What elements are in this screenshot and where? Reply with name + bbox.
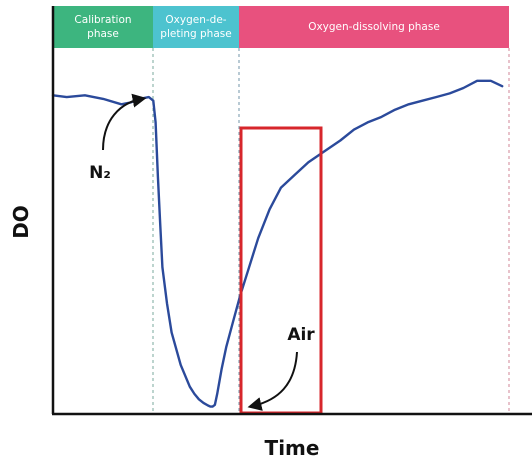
series-line-do [51, 79, 504, 408]
arrow-n2 [102, 93, 147, 151]
y-axis-label: DO [9, 205, 33, 239]
arrow-air [247, 351, 298, 411]
annotation-label-n2: N₂ [89, 163, 111, 183]
annotation-air: Air [247, 325, 315, 411]
phase-label-depleting-2: pleting phase [160, 28, 231, 40]
phase-label-calibration-2: phase [87, 28, 119, 40]
phase-band-calibration [53, 6, 153, 48]
highlight-box [239, 126, 323, 415]
annotation-n2: N₂ [89, 93, 147, 183]
phase-label-dissolving: Oxygen-dissolving phase [308, 21, 440, 33]
phase-label-depleting-1: Oxygen-de- [165, 14, 226, 26]
phase-header: Calibration phase Oxygen-de- pleting pha… [53, 6, 509, 48]
x-axis-label: Time [265, 436, 320, 460]
phase-band-oxygen-depleting [153, 6, 239, 48]
phase-label-calibration-1: Calibration [74, 14, 131, 26]
annotation-label-air: Air [287, 325, 315, 345]
phase-band-oxygen-dissolving [239, 6, 509, 48]
